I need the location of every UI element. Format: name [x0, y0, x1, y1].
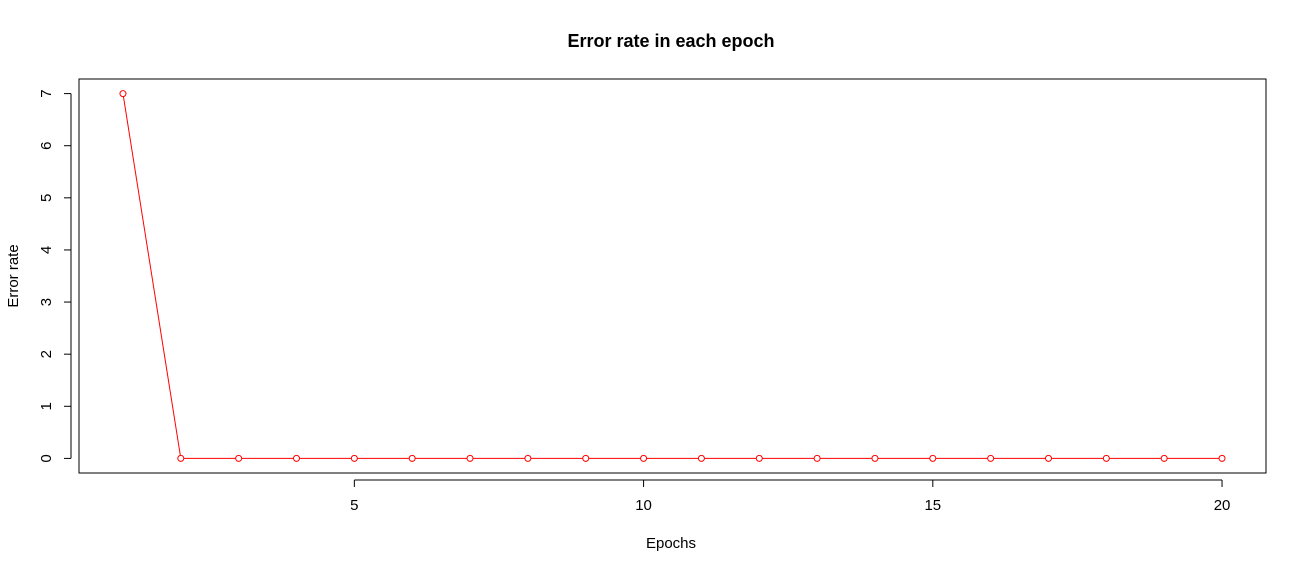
data-point	[524, 454, 532, 462]
x-tick-label: 5	[350, 497, 358, 514]
y-axis: 0 1 2 3 4 5 6 7	[38, 89, 72, 463]
x-axis: 5 10 15 20	[350, 479, 1231, 514]
data-point	[1160, 454, 1168, 462]
y-tick-label: 5	[38, 194, 55, 202]
y-tick-label: 6	[38, 142, 55, 150]
data-point	[813, 454, 821, 462]
series-line	[122, 93, 1223, 459]
x-tick-label: 20	[1214, 497, 1231, 514]
data-point	[697, 454, 705, 462]
y-tick-label: 0	[38, 454, 55, 462]
y-tick-label: 2	[38, 350, 55, 358]
data-point	[582, 454, 590, 462]
y-tick-label: 1	[38, 402, 55, 410]
x-tick-label: 10	[635, 497, 652, 514]
data-point	[177, 454, 185, 462]
data-point	[1218, 454, 1226, 462]
data-point	[408, 454, 416, 462]
y-tick-label: 7	[38, 89, 55, 97]
x-tick-label: 15	[924, 497, 941, 514]
data-point	[1044, 454, 1052, 462]
data-point	[755, 454, 763, 462]
data-point	[350, 454, 358, 462]
data-point	[466, 454, 474, 462]
data-point	[987, 454, 995, 462]
x-axis-label: Epochs	[646, 535, 696, 552]
data-point	[235, 454, 243, 462]
data-point	[871, 454, 879, 462]
chart-title: Error rate in each epoch	[567, 31, 774, 51]
data-point	[1102, 454, 1110, 462]
data-point	[929, 454, 937, 462]
series-layer	[119, 90, 1226, 462]
data-point	[119, 90, 127, 98]
y-tick-label: 4	[38, 246, 55, 254]
plot-frame	[78, 78, 1267, 474]
y-tick-label: 3	[38, 298, 55, 306]
y-axis-label: Error rate	[5, 244, 22, 307]
data-point	[293, 454, 301, 462]
data-point	[640, 454, 648, 462]
